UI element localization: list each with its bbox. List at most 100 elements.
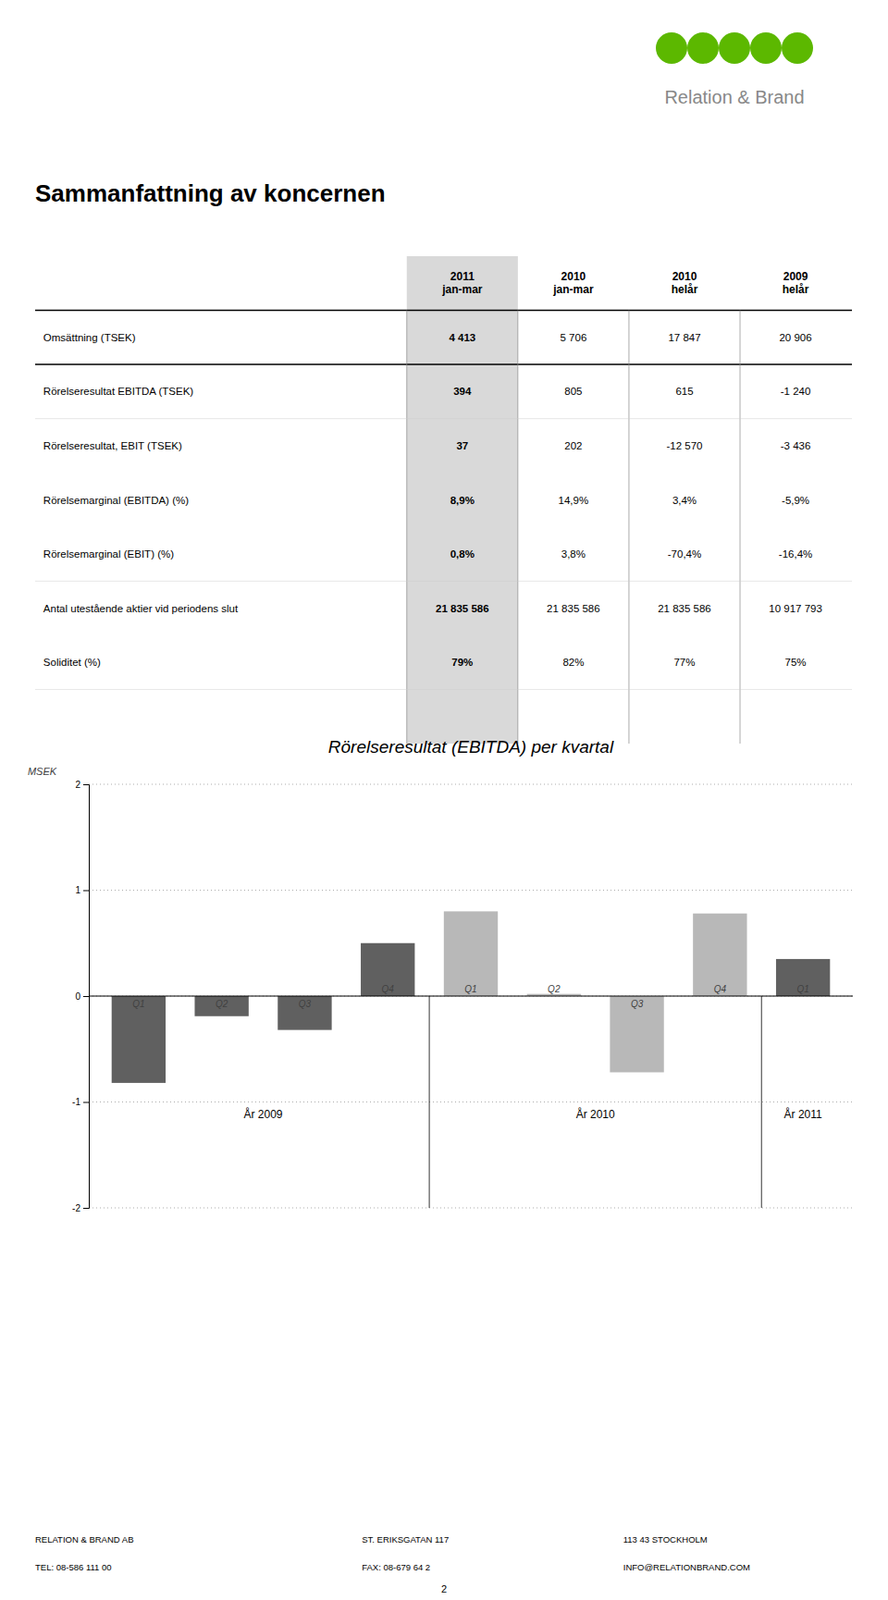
zero-line	[88, 996, 853, 998]
page: Relation & BrandSammanfattning av koncer…	[0, 0, 888, 1600]
cell-value: 75%	[785, 656, 807, 668]
category-label: Q3	[298, 999, 312, 1010]
bar	[776, 959, 830, 997]
chart-title: Rörelseresultat (EBITDA) per kvartal	[328, 737, 615, 757]
logo-circle	[781, 32, 814, 64]
row-label: Antal utestående aktier vid periodens sl…	[43, 603, 239, 615]
y-tick: -1	[72, 1097, 89, 1108]
row-label: Soliditet (%)	[43, 656, 101, 668]
cell-value: 21 835 586	[546, 603, 601, 615]
footer-text: INFO@RELATIONBRAND.COM	[623, 1562, 751, 1573]
row-separator	[35, 580, 852, 582]
category-label: Q4	[714, 984, 728, 995]
cell-value: 3,4%	[672, 494, 697, 506]
y-axis-line	[83, 785, 90, 1209]
category-label: Q2	[215, 999, 229, 1010]
cell-value: 3,8%	[561, 548, 586, 560]
cell-value: 20 906	[778, 332, 812, 344]
bar	[277, 996, 332, 1031]
bars	[111, 911, 831, 1083]
column-header: helår	[671, 283, 699, 296]
cell-value: 37	[456, 440, 469, 452]
footer-text: TEL: 08-586 111 00	[35, 1562, 112, 1573]
bar	[360, 943, 415, 997]
cell-value: 805	[564, 385, 582, 397]
logo-circle	[655, 32, 688, 64]
logo-circle	[687, 32, 719, 64]
y-tick-label: 2	[74, 779, 81, 790]
cell-value: 14,9%	[558, 494, 590, 506]
row-label: Omsättning (TSEK)	[43, 332, 136, 344]
cell-value: 10 917 793	[768, 603, 823, 615]
column-divider	[628, 310, 629, 744]
column-divider	[740, 310, 741, 744]
year-label: År 2011	[784, 1107, 823, 1122]
highlight-column	[407, 256, 518, 744]
cell-value: 615	[675, 385, 693, 397]
footer-text: 113 43 STOCKHOLM	[623, 1534, 708, 1545]
logo-circle	[718, 32, 751, 64]
footer-text: FAX: 08-679 64 2	[361, 1562, 431, 1573]
year-divider	[761, 996, 763, 1209]
logo-text: Relation & Brand	[664, 86, 804, 108]
row-label: Rörelseresultat EBITDA (TSEK)	[43, 385, 194, 397]
logo: Relation & Brand	[655, 32, 814, 108]
cell-value: -3 436	[780, 440, 812, 452]
row-label: Rörelseresultat, EBIT (TSEK)	[43, 440, 183, 452]
cell-value: 8,9%	[450, 494, 475, 506]
bar	[609, 996, 664, 1073]
y-axis-title: MSEK	[27, 765, 58, 777]
category-label: Q4	[382, 984, 395, 995]
cell-value: 4 413	[448, 332, 476, 344]
cell-value: 21 835 586	[435, 603, 490, 615]
year-divider	[429, 996, 431, 1209]
row-label: Rörelsemarginal (EBITDA) (%)	[43, 494, 189, 506]
footer-text: ST. ERIKSGATAN 117	[361, 1534, 449, 1545]
chart-texts: Q1Q2Q3Q4Q1Q2Q3Q4Q1År 2009År 2010År 2011M…	[27, 737, 823, 1209]
y-tick-label: 0	[74, 991, 81, 1002]
grid-line	[88, 889, 853, 891]
column-header: 2011	[450, 270, 475, 284]
table-rule	[35, 309, 852, 312]
y-tick-label: -2	[72, 1203, 81, 1214]
column-header: 2009	[783, 270, 809, 284]
category-label: Q1	[464, 984, 477, 995]
grid-line	[88, 1101, 853, 1103]
y-tick: 0	[74, 991, 89, 1002]
y-tick-mark	[83, 890, 89, 892]
cell-value: 202	[564, 440, 582, 452]
cell-value: -12 570	[666, 440, 703, 452]
y-tick: -2	[72, 1203, 89, 1214]
cell-value: -70,4%	[667, 548, 702, 560]
logo-circle	[750, 32, 782, 64]
cell-value: 17 847	[667, 332, 701, 344]
footer: RELATION & BRAND ABTEL: 08-586 111 00ST.…	[35, 1534, 751, 1573]
bar	[194, 996, 248, 1017]
cell-value: 394	[453, 385, 472, 397]
table-rule	[35, 363, 852, 366]
category-label: Q2	[547, 984, 561, 995]
cell-value: 77%	[673, 656, 695, 668]
table-rule	[35, 689, 852, 691]
table: 2011jan-mar2010jan-mar2010helår2009helår…	[35, 256, 852, 744]
cell-value: -16,4%	[778, 548, 813, 560]
y-tick: 2	[74, 779, 89, 790]
column-header: 2010	[561, 270, 587, 284]
y-tick-mark	[83, 784, 89, 786]
page-number: 2	[441, 1583, 447, 1595]
column-divider	[517, 310, 518, 744]
grid-line	[88, 996, 853, 998]
bar	[692, 913, 747, 997]
y-tick: 1	[74, 885, 89, 896]
column-header: 2010	[672, 270, 698, 284]
y-tick-mark	[83, 1102, 89, 1104]
y-tick-mark	[83, 996, 89, 998]
bar-chart: -2-1012Q1Q2Q3Q4Q1Q2Q3Q4Q1År 2009År 2010Å…	[27, 737, 853, 1214]
category-label: Q1	[132, 999, 145, 1010]
cell-value: 5 706	[560, 332, 588, 344]
grid-line	[88, 1208, 853, 1209]
category-label: Q1	[796, 984, 809, 995]
category-label: Q3	[630, 999, 644, 1010]
column-header: helår	[782, 283, 810, 296]
cell-value: -5,9%	[781, 494, 810, 506]
